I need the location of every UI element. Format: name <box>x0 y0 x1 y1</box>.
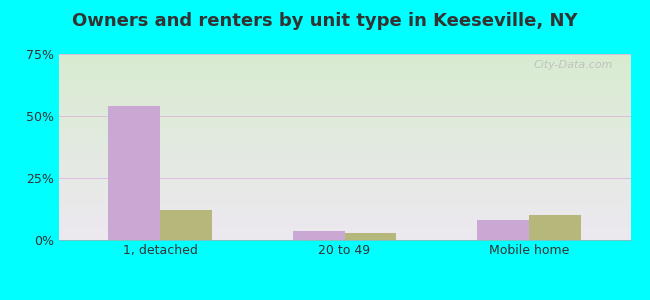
Bar <box>160 210 212 240</box>
Text: City-Data.com: City-Data.com <box>534 60 614 70</box>
Bar <box>109 106 160 240</box>
Bar <box>344 232 396 240</box>
Text: Owners and renters by unit type in Keeseville, NY: Owners and renters by unit type in Keese… <box>72 12 578 30</box>
Bar <box>477 220 529 240</box>
Bar <box>529 215 580 240</box>
Bar <box>293 231 345 240</box>
